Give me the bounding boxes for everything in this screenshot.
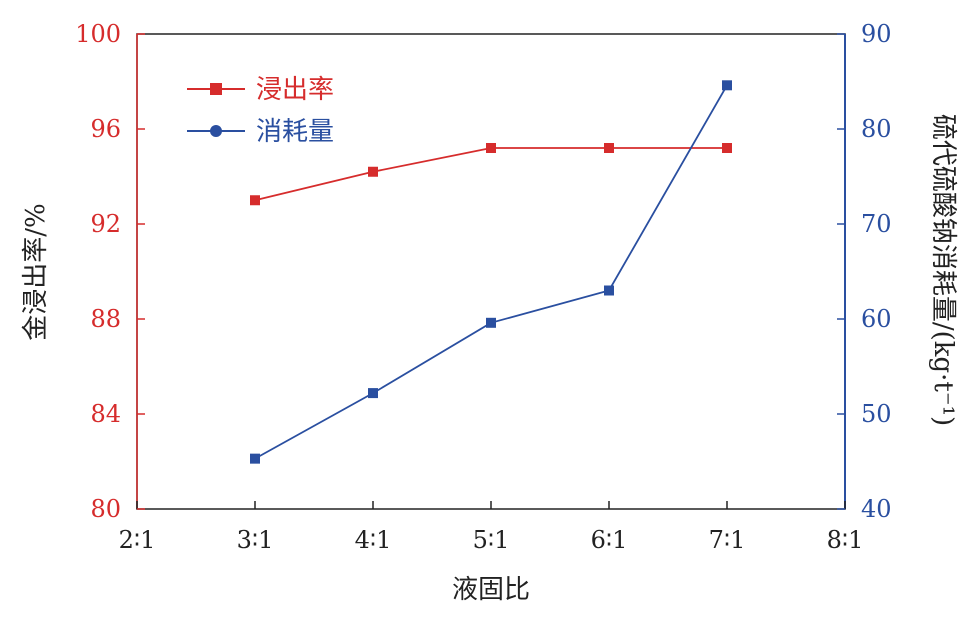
data-point-2 xyxy=(250,453,260,464)
series-layer xyxy=(250,80,732,464)
x-axis: 2∶1 3∶1 4∶1 5∶1 6∶1 7∶1 8∶1 xyxy=(119,501,864,554)
data-point-2 xyxy=(368,388,378,399)
x-tick-label: 2∶1 xyxy=(119,526,156,554)
plot-frame xyxy=(136,33,846,510)
legend-marker-2 xyxy=(210,125,222,137)
x-tick-label: 7∶1 xyxy=(709,526,746,554)
right-tick-label: 40 xyxy=(861,495,892,523)
right-axis-title: 硫代硫酸钠消耗量/(kg·t⁻¹) xyxy=(928,114,958,426)
right-tick-label: 50 xyxy=(861,400,892,428)
left-tick-label: 96 xyxy=(90,115,121,143)
left-tick-label: 84 xyxy=(90,400,121,428)
left-tick-label: 92 xyxy=(90,210,121,238)
left-tick-label: 88 xyxy=(90,305,121,333)
left-tick-label: 80 xyxy=(90,495,121,523)
left-y-axis: 80 84 88 92 96 100 xyxy=(75,20,145,523)
data-point-1 xyxy=(486,143,496,153)
right-tick-label: 70 xyxy=(861,210,892,238)
data-point-1 xyxy=(250,195,260,206)
legend-label-1: 浸出率 xyxy=(256,75,334,105)
data-point-2 xyxy=(604,285,614,296)
data-point-1 xyxy=(604,143,614,153)
right-y-axis: 40 50 60 70 80 90 xyxy=(837,20,892,523)
x-axis-title: 液固比 xyxy=(452,575,530,605)
series-line-1 xyxy=(254,147,727,202)
x-tick-label: 6∶1 xyxy=(591,526,628,554)
legend-label-2: 消耗量 xyxy=(256,117,334,147)
data-point-1 xyxy=(722,143,732,153)
right-tick-label: 60 xyxy=(861,305,892,333)
data-point-1 xyxy=(368,166,378,177)
right-tick-label: 90 xyxy=(861,20,892,48)
left-axis-title: 金浸出率/% xyxy=(21,203,51,340)
data-point-2 xyxy=(486,317,496,328)
x-tick-label: 4∶1 xyxy=(355,526,392,554)
x-tick-label: 5∶1 xyxy=(473,526,510,554)
left-tick-label: 100 xyxy=(75,20,121,48)
data-point-2 xyxy=(722,80,732,91)
x-tick-label: 3∶1 xyxy=(237,526,274,554)
x-tick-label: 8∶1 xyxy=(827,526,864,554)
legend-marker-1 xyxy=(210,83,222,95)
right-tick-label: 80 xyxy=(861,115,892,143)
